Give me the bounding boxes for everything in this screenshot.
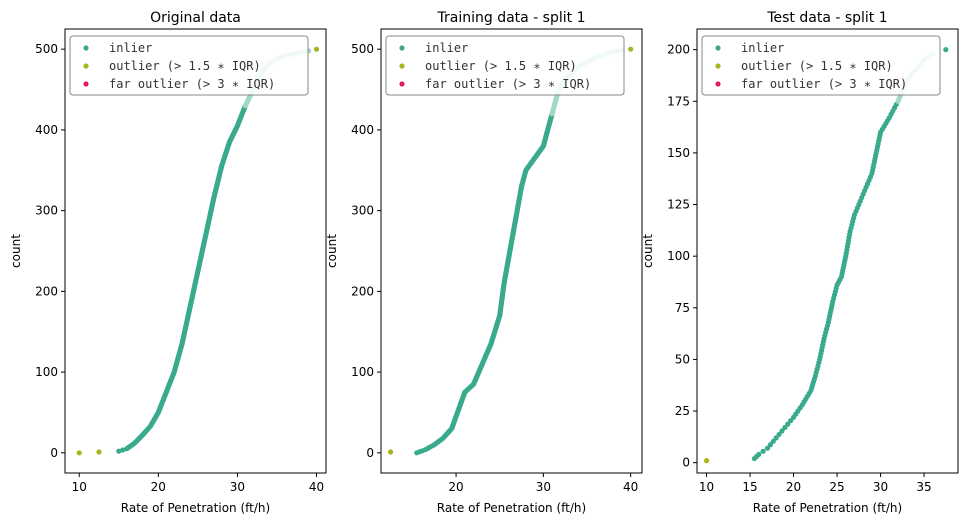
inlier-point	[770, 438, 776, 444]
x-axis-label: Rate of Penetration (ft/h)	[437, 501, 586, 515]
y-tick-label: 400	[351, 123, 374, 137]
outlier-point	[313, 46, 320, 52]
plot-frame	[696, 28, 959, 474]
x-tick-label: 15	[742, 480, 757, 494]
y-tick-label: 100	[35, 365, 58, 379]
legend-entry: outlier (> 1.5 ∗ IQR)	[109, 59, 261, 73]
x-axis-label: Rate of Penetration (ft/h)	[753, 501, 902, 515]
subplot-test-data: Test data - split 1 10 15 20 25 30 35 0 25 50 75 10…	[641, 10, 959, 515]
legend-box	[701, 35, 941, 96]
legend-entry: far outlier (> 3 ∗ IQR)	[741, 77, 907, 91]
x-tick-label: 20	[786, 480, 801, 494]
inlier-point	[776, 431, 782, 438]
outlier-point	[388, 449, 394, 455]
inlier-point	[788, 418, 794, 424]
legend-entry: outlier (> 1.5 ∗ IQR)	[741, 59, 893, 73]
legend-entry: far outlier (> 3 ∗ IQR)	[109, 77, 275, 91]
x-tick-label: 35	[916, 480, 931, 494]
outlier-point	[76, 450, 82, 456]
y-tick-label: 125	[667, 198, 690, 212]
y-tick-label: 200	[667, 43, 690, 57]
y-tick-label: 25	[675, 404, 690, 418]
legend-marker	[83, 45, 89, 51]
legend-box	[385, 35, 625, 96]
inlier-point	[760, 448, 766, 454]
chart-title: Test data - split 1	[766, 10, 887, 26]
plot-frame	[64, 28, 327, 474]
legend-box	[69, 35, 309, 96]
x-tick-label: 40	[309, 480, 324, 494]
legend-entry: inlier	[425, 41, 468, 55]
legend-marker	[399, 45, 405, 51]
x-tick-label: 30	[873, 480, 888, 494]
y-tick-label: 300	[35, 204, 58, 218]
y-tick-label: 0	[50, 446, 58, 460]
y-tick-label: 400	[35, 123, 58, 137]
legend-marker	[715, 81, 721, 87]
inlier-point	[773, 435, 779, 441]
outlier-point	[96, 449, 102, 455]
legend-marker	[83, 63, 89, 69]
outlier-point	[628, 46, 634, 52]
y-tick-label: 0	[682, 456, 690, 470]
inlier-point	[785, 421, 791, 427]
y-tick-label: 300	[351, 204, 374, 218]
inlier-point	[120, 447, 126, 453]
x-tick-label: 40	[623, 480, 638, 494]
inlier-point	[756, 451, 762, 458]
y-tick-label: 150	[667, 146, 690, 160]
y-tick-label: 175	[667, 94, 690, 108]
y-tick-label: 100	[351, 365, 374, 379]
y-tick-label: 75	[675, 301, 690, 315]
legend-entry: far outlier (> 3 ∗ IQR)	[425, 77, 591, 91]
y-axis-label: count	[9, 234, 23, 268]
x-tick-label: 20	[151, 480, 166, 494]
y-tick-label: 500	[351, 42, 374, 56]
chart-title: Training data - split 1	[437, 10, 586, 26]
x-tick-label: 10	[699, 480, 714, 494]
y-tick-label: 200	[351, 284, 374, 298]
x-tick-label: 20	[448, 480, 463, 494]
x-tick-label: 30	[536, 480, 551, 494]
inlier-point	[764, 445, 771, 451]
inlier-point	[779, 428, 785, 434]
legend-entry: inlier	[741, 41, 784, 55]
legend-marker	[715, 45, 721, 51]
legend-entry: outlier (> 1.5 ∗ IQR)	[425, 59, 577, 73]
inlier-point	[943, 47, 949, 53]
legend-entry: inlier	[109, 41, 152, 55]
y-tick-label: 200	[35, 284, 58, 298]
legend-marker	[399, 63, 405, 69]
inlier-point	[116, 448, 122, 454]
x-axis-label: Rate of Penetration (ft/h)	[121, 501, 270, 515]
outlier-point	[703, 458, 710, 464]
y-tick-label: 500	[35, 42, 58, 56]
subplot-training-data: Training data - split 120 30 4001002003004…	[325, 10, 643, 515]
inlier-point	[767, 442, 773, 448]
legend-marker	[399, 81, 405, 87]
y-axis-label: count	[325, 234, 339, 268]
y-axis-label: count	[641, 234, 655, 268]
y-tick-label: 100	[667, 249, 690, 263]
chart-title: Original data	[150, 10, 241, 26]
legend-marker	[715, 63, 721, 69]
y-tick-label: 50	[675, 352, 690, 366]
x-tick-label: 30	[230, 480, 245, 494]
y-tick-label: 0	[366, 446, 374, 460]
inlier-point	[782, 424, 788, 431]
x-tick-label: 25	[829, 480, 844, 494]
x-tick-label: 10	[72, 480, 87, 494]
legend-marker	[83, 81, 89, 87]
